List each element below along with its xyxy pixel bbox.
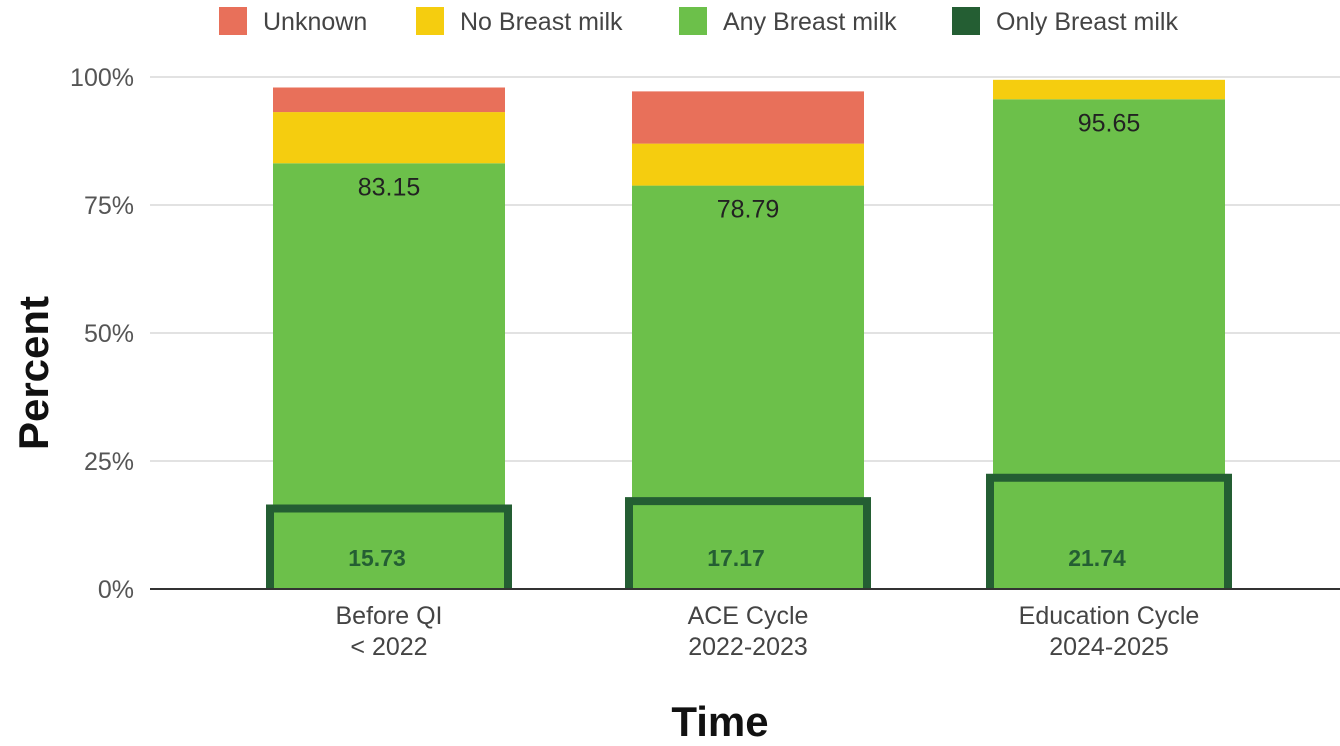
bar-segment <box>993 79 1225 100</box>
only-breast-milk-outline <box>986 473 1232 589</box>
any-breast-milk-value-label: 95.65 <box>1078 109 1141 137</box>
x-tick-sublabel: < 2022 <box>350 633 427 661</box>
legend-swatch <box>679 7 707 35</box>
legend-swatch <box>219 7 247 35</box>
y-tick-label: 50% <box>84 320 134 348</box>
y-tick-label: 25% <box>84 448 134 476</box>
x-tick-label: Education Cycle <box>1019 602 1200 630</box>
bar-segment <box>273 112 505 164</box>
bar-segment <box>632 185 864 589</box>
bar-segment <box>632 143 864 186</box>
bar-segment <box>273 87 505 113</box>
legend-label: No Breast milk <box>460 8 623 36</box>
x-tick-sublabel: 2022-2023 <box>688 633 808 661</box>
only-breast-milk-value-label: 21.74 <box>1068 545 1126 571</box>
x-axis-title: Time <box>671 698 768 741</box>
y-tick-label: 75% <box>84 192 134 220</box>
any-breast-milk-value-label: 78.79 <box>717 196 780 224</box>
y-axis-title: Percent <box>10 296 57 450</box>
x-tick-sublabel: 2024-2025 <box>1049 633 1169 661</box>
legend-swatch <box>952 7 980 35</box>
only-breast-milk-outline <box>266 504 512 589</box>
legend-label: Unknown <box>263 8 367 36</box>
y-tick-label: 0% <box>98 576 134 604</box>
bar-segment <box>993 99 1225 589</box>
only-breast-milk-value-label: 17.17 <box>707 545 765 571</box>
legend-swatch <box>416 7 444 35</box>
x-tick-label: Before QI <box>336 602 443 630</box>
bar-segment <box>632 91 864 144</box>
legend-label: Any Breast milk <box>723 8 897 36</box>
any-breast-milk-value-label: 83.15 <box>358 173 421 201</box>
bar-segment <box>273 163 505 589</box>
only-breast-milk-value-label: 15.73 <box>348 545 406 571</box>
only-breast-milk-outline <box>625 497 871 589</box>
x-tick-label: ACE Cycle <box>688 602 809 630</box>
y-tick-label: 100% <box>70 64 134 92</box>
legend-label: Only Breast milk <box>996 8 1178 36</box>
